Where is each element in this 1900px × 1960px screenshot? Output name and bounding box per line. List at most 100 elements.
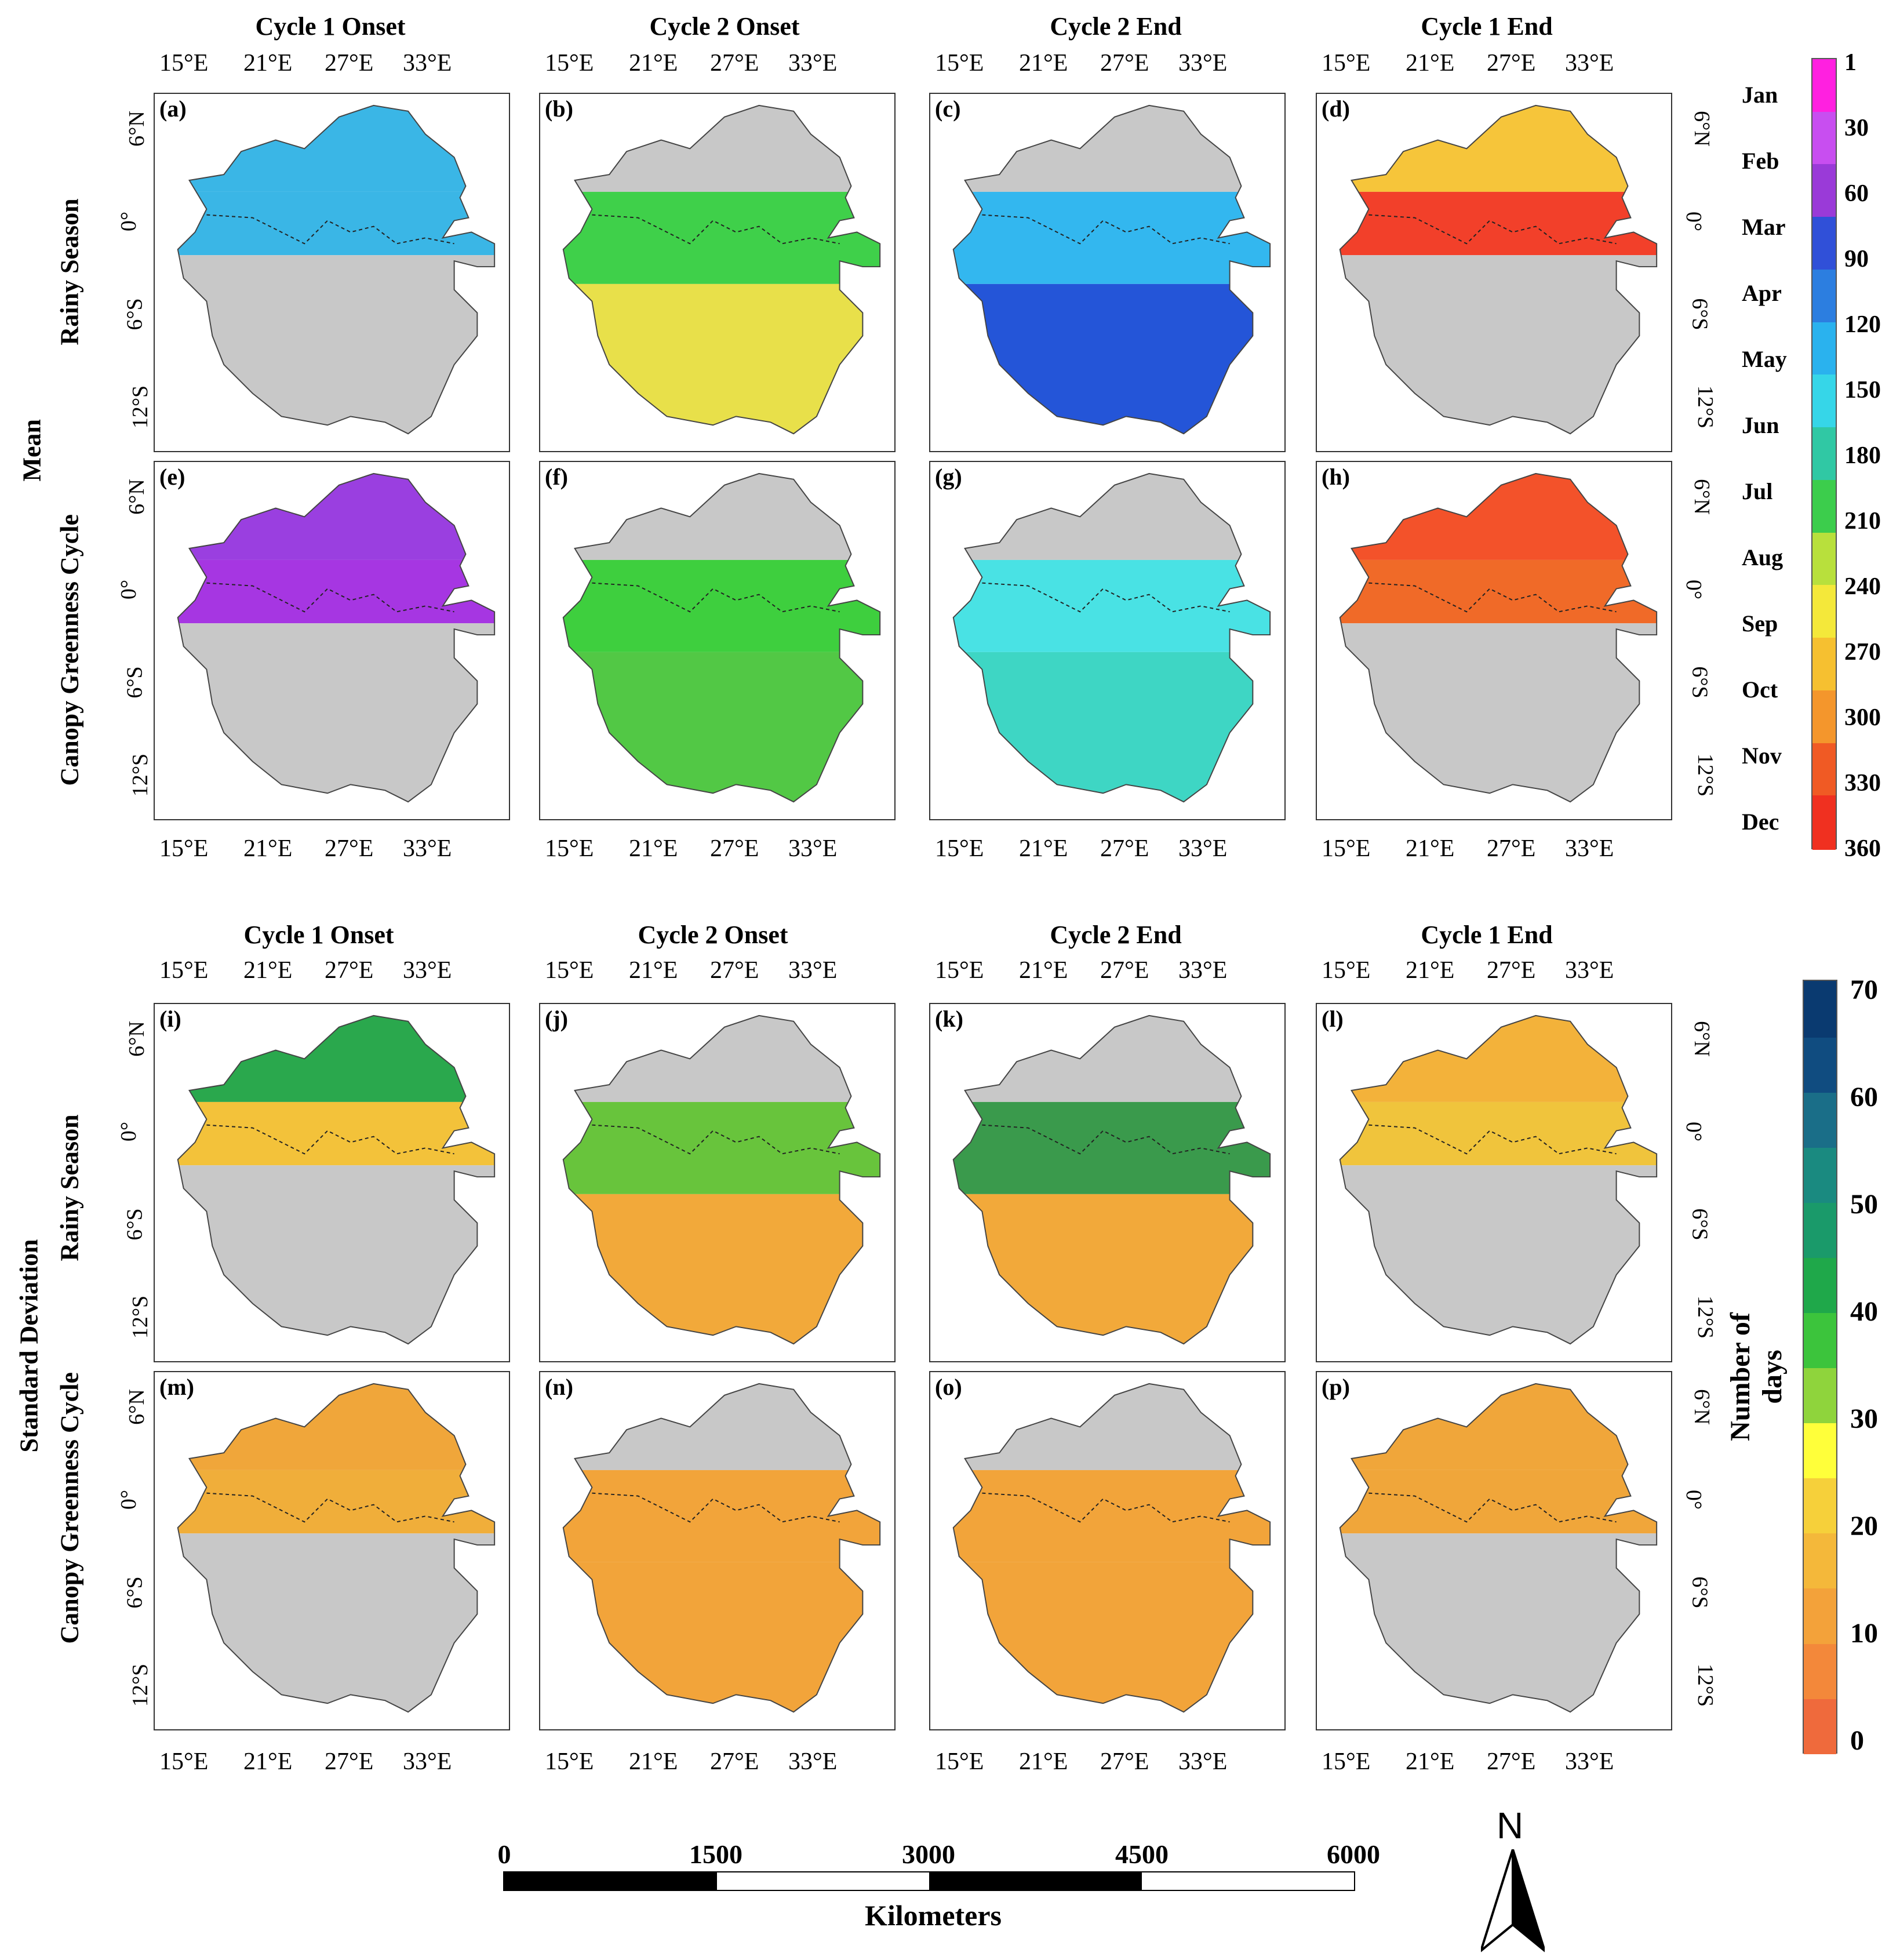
- zone-boundary-dashed: [1368, 214, 1617, 245]
- lon-tick-r2-c1-0: 15°E: [545, 957, 594, 984]
- map-zone-south: [1340, 255, 1657, 434]
- lon-tick-r3-c3-0: 15°E: [1322, 1748, 1371, 1775]
- lon-tick-r0-c0-1: 21°E: [243, 50, 293, 77]
- scale-tick-1500: 1500: [689, 1839, 742, 1869]
- mean-colorbar-swatch: [1812, 59, 1836, 114]
- scale-tick-4500: 4500: [1115, 1839, 1169, 1869]
- scale-bar: [503, 1871, 1355, 1891]
- zone-boundary-dashed: [206, 1492, 454, 1523]
- map-zone-mid: [563, 191, 880, 284]
- panel-letter: (n): [545, 1374, 573, 1400]
- sd-colorbar-swatch: [1804, 1532, 1836, 1589]
- lon-tick-r1-c2-3: 33°E: [1178, 835, 1228, 862]
- country-outline: [952, 1383, 1271, 1713]
- country-outline: [952, 104, 1271, 435]
- lon-tick-r1-c3-1: 21°E: [1406, 835, 1455, 862]
- country-outline: [952, 1014, 1271, 1345]
- lon-tick-r2-c0-0: 15°E: [159, 957, 209, 984]
- lon-tick-r0-c2-2: 27°E: [1100, 50, 1149, 77]
- map-zone-mid: [177, 1470, 495, 1534]
- map-k: [952, 1014, 1271, 1345]
- mean-colorbar-tick: 60: [1844, 180, 1869, 207]
- lat-tick-left-r1-2: 6°S: [122, 666, 147, 699]
- lon-tick-r2-c3-2: 27°E: [1487, 957, 1536, 984]
- row-label-rainy-sd: Rainy Season: [55, 1114, 84, 1261]
- map-zone-south: [177, 1165, 495, 1344]
- panel-letter: (f): [545, 464, 568, 490]
- mean-colorbar-month: Jun: [1742, 412, 1779, 438]
- mean-colorbar-tick: 90: [1844, 246, 1869, 272]
- lon-tick-r3-c0-0: 15°E: [159, 1748, 209, 1775]
- map-zone-south: [1340, 1165, 1657, 1344]
- col-title-2-top: Cycle 2 Onset: [649, 12, 800, 41]
- map-panel-l: (l): [1316, 1003, 1672, 1362]
- sd-colorbar-swatch: [1804, 1311, 1836, 1369]
- zone-boundary-dashed: [592, 1124, 840, 1155]
- row-label-rainy-mean: Rainy Season: [55, 198, 84, 346]
- lon-tick-r3-c1-2: 27°E: [710, 1748, 759, 1775]
- lat-tick-left-r0-1: 0°: [117, 211, 141, 232]
- sd-colorbar-tick: 0: [1850, 1725, 1864, 1756]
- lon-tick-r3-c0-3: 33°E: [403, 1748, 452, 1775]
- sd-colorbar-swatch: [1804, 1201, 1836, 1258]
- lon-tick-r0-c1-3: 33°E: [788, 50, 838, 77]
- lon-tick-r1-c2-1: 21°E: [1019, 835, 1068, 862]
- lat-tick-right-r2-0: 6°N: [1689, 1021, 1714, 1057]
- lat-tick-right-r3-0: 6°N: [1689, 1389, 1714, 1425]
- mean-colorbar-swatch: [1812, 164, 1836, 219]
- panel-letter: (p): [1322, 1374, 1350, 1400]
- lon-tick-r0-c3-0: 15°E: [1322, 50, 1371, 77]
- mean-colorbar-month: Jan: [1742, 82, 1778, 108]
- panel-letter: (l): [1322, 1006, 1344, 1032]
- map-b: [562, 104, 881, 435]
- lon-tick-r1-c0-0: 15°E: [159, 835, 209, 862]
- sd-colorbar-tick: 30: [1850, 1403, 1878, 1434]
- lon-tick-r3-c2-1: 21°E: [1019, 1748, 1068, 1775]
- country-outline: [562, 472, 881, 803]
- lon-tick-r3-c3-3: 33°E: [1565, 1748, 1614, 1775]
- lon-tick-r0-c3-1: 21°E: [1406, 50, 1455, 77]
- map-zone-mid: [1340, 1470, 1657, 1534]
- lat-tick-right-r3-3: 12°S: [1693, 1663, 1718, 1707]
- mean-colorbar-tick: 330: [1844, 770, 1881, 797]
- zone-boundary-dashed: [206, 582, 454, 613]
- col-title-4-bottom: Cycle 1 End: [1421, 921, 1553, 949]
- scale-seg-1: [504, 1872, 717, 1890]
- lon-tick-r1-c2-0: 15°E: [935, 835, 984, 862]
- map-e: [177, 472, 496, 803]
- lon-tick-r1-c1-1: 21°E: [629, 835, 678, 862]
- sd-colorbar-swatch: [1804, 1036, 1836, 1093]
- map-h: [1339, 472, 1658, 803]
- lon-tick-r2-c0-2: 27°E: [325, 957, 374, 984]
- sd-colorbar-swatch: [1804, 1642, 1836, 1699]
- lon-tick-r2-c2-1: 21°E: [1019, 957, 1068, 984]
- panel-letter: (d): [1322, 96, 1350, 122]
- map-zone-mid: [563, 1470, 880, 1562]
- map-panel-e: (e): [154, 461, 510, 820]
- lon-tick-r1-c1-3: 33°E: [788, 835, 838, 862]
- zone-boundary-dashed: [592, 582, 840, 613]
- row-group-mean: Mean: [17, 419, 46, 482]
- lon-tick-r0-c2-3: 33°E: [1178, 50, 1228, 77]
- map-zone-mid: [953, 1470, 1271, 1562]
- sd-colorbar-swatch: [1804, 1146, 1836, 1203]
- country-outline: [1339, 1014, 1658, 1345]
- zone-boundary-dashed: [982, 214, 1230, 245]
- sd-colorbar-swatch: [1804, 1366, 1836, 1424]
- sd-colorbar-tick: 60: [1850, 1082, 1878, 1112]
- mean-colorbar-month: Aug: [1742, 544, 1783, 570]
- mean-colorbar-tick: 30: [1844, 115, 1869, 141]
- lat-tick-left-r0-3: 12°S: [128, 385, 153, 429]
- map-panel-c: (c): [929, 93, 1286, 452]
- lon-tick-r0-c2-0: 15°E: [935, 50, 984, 77]
- lon-tick-r0-c1-1: 21°E: [629, 50, 678, 77]
- lon-tick-r0-c1-2: 27°E: [710, 50, 759, 77]
- lat-tick-left-r1-1: 0°: [117, 579, 141, 600]
- mean-colorbar-swatch: [1812, 217, 1836, 271]
- lon-tick-r2-c3-1: 21°E: [1406, 957, 1455, 984]
- lat-tick-right-r1-3: 12°S: [1693, 753, 1718, 797]
- sd-colorbar-swatch: [1804, 1421, 1836, 1479]
- map-panel-a: (a): [154, 93, 510, 452]
- lon-tick-r1-c3-3: 33°E: [1565, 835, 1614, 862]
- mean-colorbar-swatch: [1812, 795, 1836, 850]
